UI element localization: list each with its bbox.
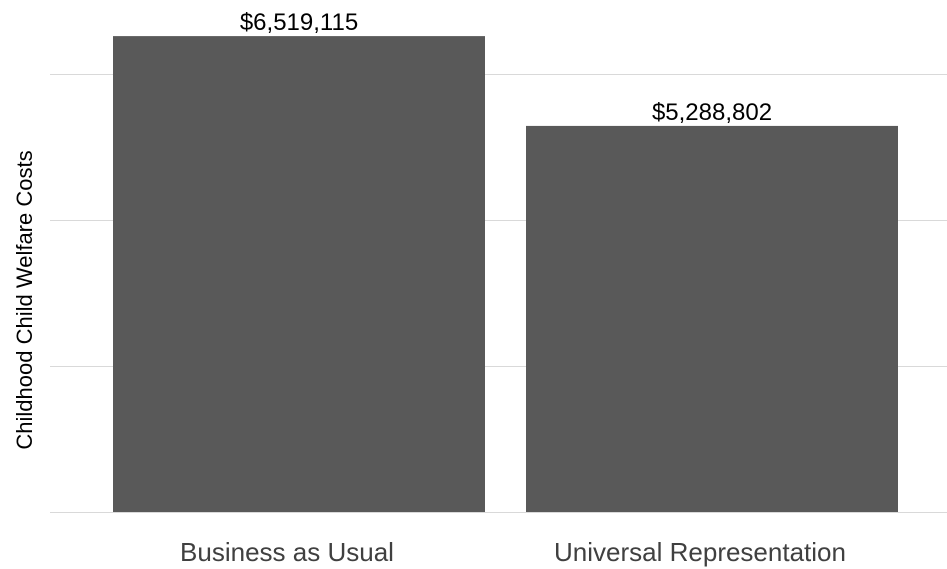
x-tick-labels: Business as Usual Universal Representatio…: [180, 537, 846, 567]
bar-1: [113, 36, 485, 512]
bar-2: [526, 125, 898, 513]
data-label-1: $6,519,115: [240, 9, 358, 36]
data-labels: $6,519,115 $5,288,802: [240, 9, 772, 126]
bars: [113, 36, 898, 513]
y-axis-title: Childhood Child Welfare Costs: [12, 150, 37, 449]
x-tick-label-2: Universal Representation: [554, 537, 846, 567]
x-tick-label-1: Business as Usual: [180, 537, 394, 567]
data-label-2: $5,288,802: [652, 99, 772, 126]
